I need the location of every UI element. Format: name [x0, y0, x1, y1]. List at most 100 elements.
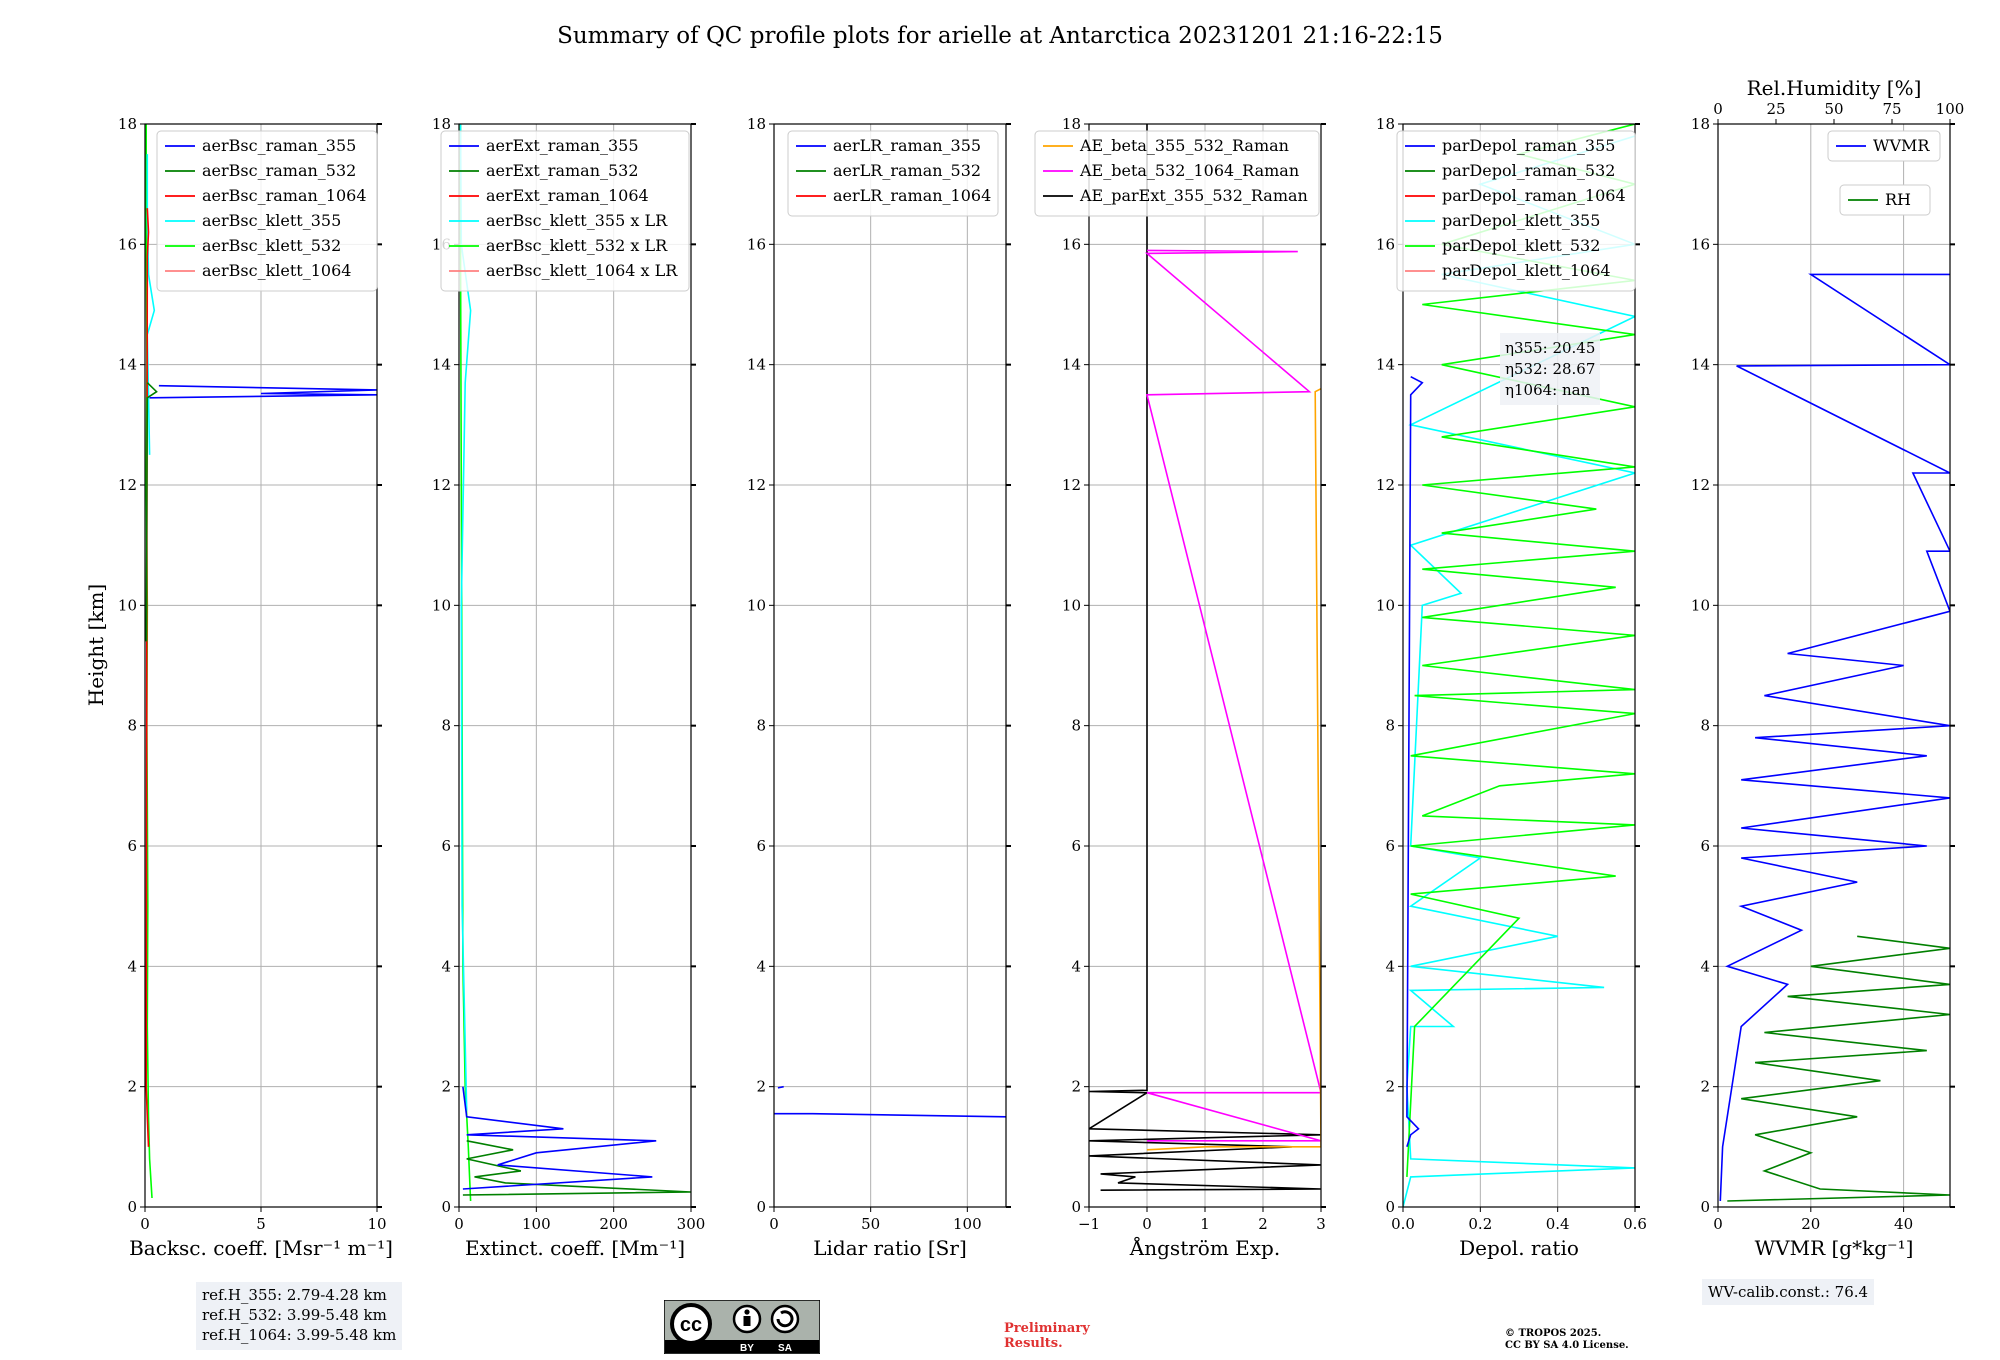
x-tick-label: 0 — [1713, 1215, 1723, 1233]
y-axis-label: Height [km] — [84, 584, 108, 706]
series-aerBsc_raman_532 — [145, 382, 158, 642]
legend-entry: aerBsc_klett_532 x LR — [486, 236, 668, 255]
y-tick-label: 8 — [1071, 717, 1081, 735]
y-tick-label: 4 — [756, 957, 766, 975]
y-tick-label: 10 — [1376, 596, 1395, 614]
y-tick-label: 6 — [1071, 837, 1081, 855]
y-tick-label: 16 — [118, 235, 137, 253]
legend-entry: aerBsc_klett_1064 x LR — [486, 261, 678, 280]
x-tick-label: 5 — [256, 1215, 266, 1233]
ref-height-1064: ref.H_1064: 3.99-5.48 km — [202, 1326, 397, 1344]
y-tick-label: 0 — [1385, 1198, 1395, 1216]
y-tick-label: 12 — [1062, 476, 1081, 494]
x-tick-label: 0.2 — [1468, 1215, 1492, 1233]
y-tick-label: 18 — [1691, 115, 1710, 133]
cc-icon — [670, 1303, 712, 1345]
y-tick-label: 18 — [118, 115, 137, 133]
preliminary-notice: Preliminary Results. — [1004, 1321, 1090, 1351]
wv-calibration-box: WV-calib.const.: 76.4 — [1702, 1279, 1875, 1305]
y-tick-label: 2 — [756, 1078, 766, 1096]
copyright-line-1: © TROPOS 2025. — [1505, 1328, 1602, 1339]
series-aerBsc_raman_1064 — [145, 208, 150, 1147]
legend-entry: RH — [1885, 190, 1911, 209]
x-tick-label: 3 — [1316, 1215, 1326, 1233]
top-tick-label: 75 — [1882, 100, 1901, 118]
y-tick-label: 4 — [1700, 957, 1710, 975]
annotation-bg — [1500, 333, 1600, 405]
y-tick-label: 16 — [1062, 235, 1081, 253]
y-tick-label: 16 — [1691, 235, 1710, 253]
series-group — [774, 1085, 1006, 1118]
x-tick-label: 300 — [677, 1215, 706, 1233]
top-tick-label: 25 — [1766, 100, 1785, 118]
series-group — [145, 124, 377, 1199]
y-tick-label: 0 — [1700, 1198, 1710, 1216]
y-tick-label: 16 — [747, 235, 766, 253]
legend-entry: aerBsc_klett_355 x LR — [486, 211, 668, 230]
panel-bsc: 0 2 4 6 8 10 12 14 16 18 0 5 10 Backsc. coeff. [Msr⁻¹… — [118, 115, 393, 1260]
y-tick-label: 8 — [1385, 717, 1395, 735]
legend-box — [440, 130, 690, 292]
legend-entry: parDepol_klett_1064 — [1442, 261, 1611, 280]
series-aerExt_raman_532 — [462, 1140, 691, 1196]
legend-box — [1827, 130, 1941, 162]
y-tick-label: 10 — [1691, 596, 1710, 614]
y-tick-label: 0 — [441, 1198, 451, 1216]
legend-entry: aerLR_raman_532 — [833, 161, 981, 180]
x-tick-label: 0 — [454, 1215, 464, 1233]
y-tick-label: 0 — [756, 1198, 766, 1216]
y-tick-label: 6 — [756, 837, 766, 855]
legend-entry: aerBsc_klett_1064 — [202, 261, 351, 280]
legend-entry: aerBsc_raman_355 — [202, 136, 356, 155]
top-tick-label: 0 — [1713, 100, 1723, 118]
y-tick-label: 16 — [1376, 235, 1395, 253]
y-tick-label: 10 — [432, 596, 451, 614]
y-tick-label: 14 — [432, 356, 451, 374]
sa-text: SA — [778, 1343, 792, 1354]
annotation-line: η355: 20.45 — [1505, 339, 1595, 357]
x-axis-label: Lidar ratio [Sr] — [813, 1236, 967, 1260]
legend-entry: AE_beta_532_1064_Raman — [1079, 161, 1299, 180]
y-tick-label: 10 — [118, 596, 137, 614]
top-tick-label: 50 — [1824, 100, 1843, 118]
legend-entry: parDepol_klett_355 — [1442, 211, 1600, 230]
series-group — [1403, 124, 1635, 1207]
x-tick-label: 0 — [769, 1215, 779, 1233]
legend-entry: aerExt_raman_355 — [486, 136, 639, 155]
y-tick-label: 4 — [1071, 957, 1081, 975]
y-tick-label: 14 — [1376, 356, 1395, 374]
y-tick-label: 6 — [1700, 837, 1710, 855]
legend-box — [1396, 130, 1636, 292]
y-tick-label: 8 — [441, 717, 451, 735]
y-tick-label: 8 — [756, 717, 766, 735]
y-tick-label: 12 — [747, 476, 766, 494]
top-axis-label: Rel.Humidity [%] — [1747, 76, 1922, 100]
y-tick-label: 14 — [118, 356, 137, 374]
series-AE_beta_532_1064_Raman — [1144, 249, 1321, 1142]
cc-by-sa-badge: cc BY SA — [664, 1300, 820, 1354]
reference-heights-box: ref.H_355: 2.79-4.28 km ref.H_532: 3.99-… — [196, 1282, 403, 1350]
copyright-notice: © TROPOS 2025. CC BY SA 4.0 License. — [1505, 1328, 1629, 1352]
x-tick-label: 0.0 — [1391, 1215, 1415, 1233]
series-aerBsc_raman_355 — [149, 384, 377, 399]
legend-entry: aerLR_raman_355 — [833, 136, 981, 155]
legend-entry: WVMR — [1873, 136, 1930, 155]
y-tick-label: 2 — [1071, 1078, 1081, 1096]
annotation-line: η1064: nan — [1505, 381, 1591, 399]
cc-text: cc — [680, 1314, 702, 1336]
x-tick-label: 1 — [1200, 1215, 1210, 1233]
y-tick-label: 2 — [1700, 1078, 1710, 1096]
series-aerExt_raman_355 — [462, 1086, 657, 1190]
y-tick-label: 2 — [127, 1078, 137, 1096]
y-tick-label: 12 — [432, 476, 451, 494]
x-axis-label: WVMR [g*kg⁻¹] — [1755, 1236, 1914, 1260]
series-aerLR_raman_355 — [774, 1112, 1006, 1118]
axes-frame — [458, 123, 692, 1208]
y-tick-label: 4 — [1385, 957, 1395, 975]
x-tick-label: 20 — [1801, 1215, 1820, 1233]
legend: aerBsc_raman_355 aerBsc_raman_532 aerBsc_r… — [156, 130, 378, 292]
legend: AE_beta_355_532_Raman AE_beta_532_1064_Ra… — [1034, 130, 1320, 217]
legend-box — [1839, 184, 1931, 216]
